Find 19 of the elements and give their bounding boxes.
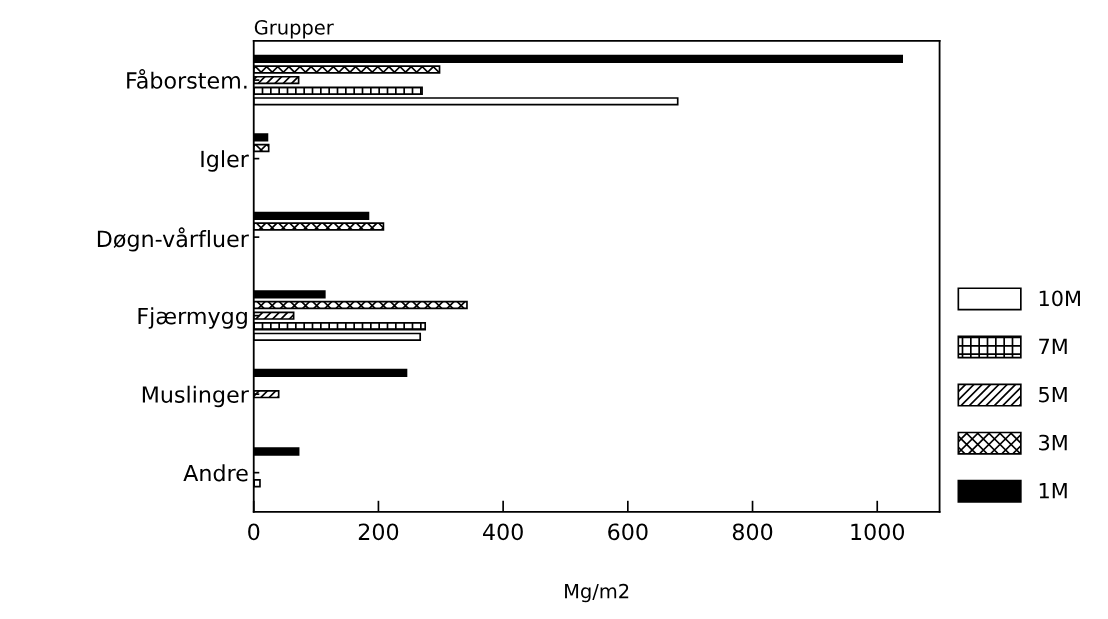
x-tick-label: 400: [483, 523, 523, 541]
legend-label: 7M: [1039, 338, 1067, 354]
x-tick-label: 600: [608, 523, 648, 541]
x-axis-title: Mg/m2: [565, 583, 629, 603]
y-tick-label: Fåborstem.: [127, 69, 247, 89]
y-tick-label: Andre: [183, 464, 248, 482]
y-axis-title: Grupper: [254, 20, 334, 39]
y-tick-label: Døgn-vårfluer: [97, 227, 249, 252]
x-tick-label: 200: [358, 523, 399, 541]
x-tick-label: 800: [732, 523, 773, 541]
legend-label: 3M: [1039, 434, 1067, 451]
x-tick-label: 1000: [851, 523, 905, 541]
y-tick-label: Muslinger: [142, 385, 249, 408]
y-tick-label: Igler: [201, 150, 249, 172]
legend-label: 10M: [1039, 290, 1080, 307]
legend-label: 5M: [1039, 386, 1067, 403]
legend-label: 1M: [1039, 483, 1067, 499]
x-tick-label: 0: [248, 523, 260, 541]
y-tick-label: Fjærmygg: [138, 307, 247, 329]
